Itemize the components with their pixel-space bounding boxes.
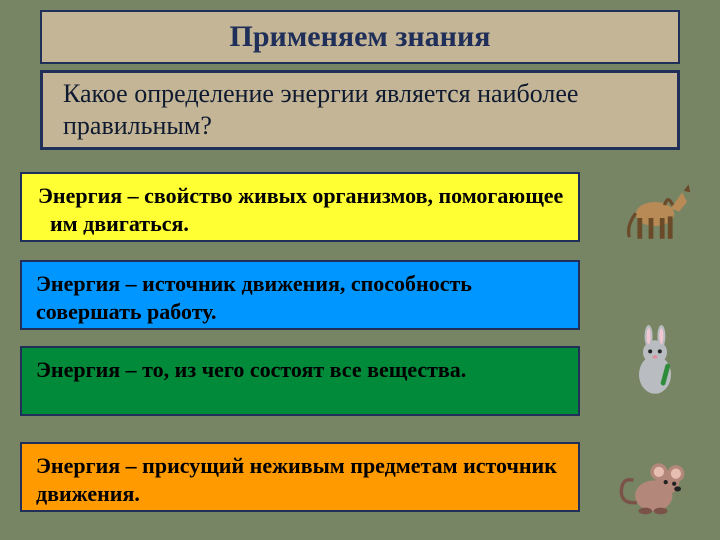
- answer-text-1: Энергия – свойство живых организмов, пом…: [38, 183, 563, 236]
- title-box: Применяем знания: [40, 10, 680, 64]
- question-box: Какое определение энергии является наибо…: [40, 70, 680, 150]
- answer-option-4[interactable]: Энергия – присущий неживым предметам ист…: [20, 442, 580, 512]
- answer-text-2: Энергия – источник движения, способность…: [36, 271, 472, 324]
- answer-option-2[interactable]: Энергия – источник движения, способность…: [20, 260, 580, 330]
- answer-text-4: Энергия – присущий неживым предметам ист…: [36, 453, 557, 506]
- answer-option-1[interactable]: Энергия – свойство живых организмов, пом…: [20, 172, 580, 242]
- answer-option-3[interactable]: Энергия – то, из чего состоят все вещест…: [20, 346, 580, 416]
- question-text: Какое определение энергии является наибо…: [63, 78, 657, 143]
- horse-icon: [610, 165, 700, 255]
- rabbit-icon: [610, 320, 700, 410]
- answer-text-3: Энергия – то, из чего состоят все вещест…: [36, 357, 466, 382]
- page-title: Применяем знания: [230, 20, 491, 54]
- mouse-icon: [610, 440, 700, 530]
